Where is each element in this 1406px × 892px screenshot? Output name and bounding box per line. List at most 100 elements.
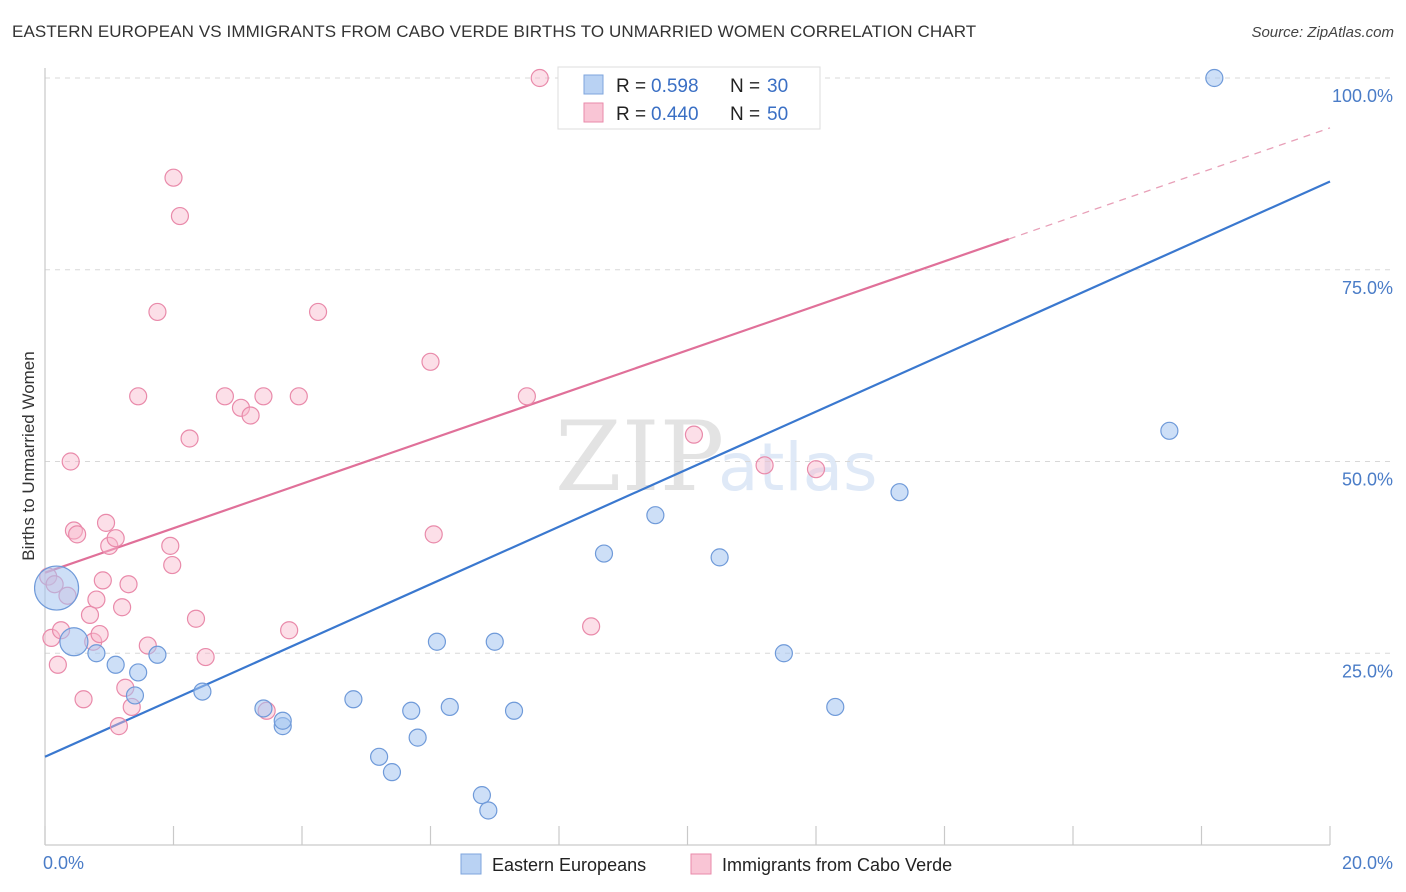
point-pink-30 xyxy=(180,429,199,448)
point-blue-1 xyxy=(59,627,89,657)
point-blue-4 xyxy=(129,663,148,682)
stats-legend: R = 0.598 N = 30 R = 0.440 N = 50 xyxy=(557,66,821,130)
legend-n-value-blue: 30 xyxy=(767,76,788,97)
point-pink-17 xyxy=(106,529,125,548)
watermark-zip: ZIP xyxy=(555,401,724,513)
point-pink-27 xyxy=(163,555,182,575)
point-pink-33 xyxy=(215,387,234,406)
trend-line-pink-extension xyxy=(1008,127,1331,240)
point-pink-34 xyxy=(231,398,251,417)
point-blue-20 xyxy=(472,786,491,805)
point-blue-23 xyxy=(646,506,665,525)
point-blue-28 xyxy=(1160,421,1179,440)
point-pink-15 xyxy=(96,513,116,532)
point-pink-18 xyxy=(109,717,128,736)
point-blue-26 xyxy=(826,697,845,717)
point-blue-27 xyxy=(890,483,909,502)
legend-n-label-blue: N = xyxy=(730,76,760,97)
legend-n-label-pink: N = xyxy=(730,104,760,125)
y-tick-label-75: 75.0% xyxy=(1342,278,1393,298)
legend-swatch-pink xyxy=(583,102,604,123)
point-pink-39 xyxy=(289,387,308,406)
point-pink-43 xyxy=(517,387,536,406)
point-pink-40 xyxy=(308,302,328,322)
point-blue-8 xyxy=(254,699,273,718)
point-pink-31 xyxy=(186,609,206,628)
series-legend-swatch-blue xyxy=(460,853,482,875)
trend-lines xyxy=(44,127,1331,758)
point-blue-16 xyxy=(504,701,524,720)
point-pink-3 xyxy=(48,655,67,674)
point-blue-2 xyxy=(87,644,106,663)
point-blue-29 xyxy=(1205,68,1224,88)
point-blue-3 xyxy=(106,655,125,674)
point-pink-23 xyxy=(129,387,148,406)
point-pink-42 xyxy=(424,525,443,544)
point-pink-6 xyxy=(61,452,80,471)
point-blue-10 xyxy=(273,711,292,730)
point-pink-41 xyxy=(421,352,440,371)
point-pink-21 xyxy=(119,575,138,594)
point-pink-12 xyxy=(87,590,106,609)
watermark-atlas: atlas xyxy=(718,429,878,506)
point-blue-18 xyxy=(382,763,402,782)
point-pink-19 xyxy=(112,598,132,617)
point-pink-38 xyxy=(280,621,299,640)
x-tick-label-max: 20.0% xyxy=(1342,853,1393,873)
point-pink-29 xyxy=(170,206,190,226)
watermark: ZIP atlas xyxy=(555,401,878,513)
legend-n-value-pink: 50 xyxy=(767,104,788,125)
trend-line-blue xyxy=(44,180,1331,758)
y-tick-label-25: 25.0% xyxy=(1342,661,1393,681)
point-blue-25 xyxy=(774,644,793,663)
series-legend-label-pink: Immigrants from Cabo Verde xyxy=(722,855,952,875)
axes xyxy=(44,68,1331,846)
point-pink-36 xyxy=(254,387,273,406)
point-blue-19 xyxy=(427,632,447,651)
point-pink-13 xyxy=(90,624,109,644)
point-blue-14 xyxy=(440,697,459,717)
x-tick-label-min: 0.0% xyxy=(43,853,84,873)
legend-r-value-pink: 0.440 xyxy=(651,104,699,125)
point-pink-8 xyxy=(68,525,87,544)
point-pink-47 xyxy=(755,456,774,475)
point-pink-9 xyxy=(74,690,93,709)
point-blue-13 xyxy=(408,728,427,747)
point-blue-0 xyxy=(33,565,80,611)
point-pink-32 xyxy=(196,647,215,667)
point-blue-5 xyxy=(148,645,167,664)
trend-line-pink xyxy=(44,238,1010,574)
gridlines: 25.0% 50.0% 75.0% 100.0% xyxy=(45,77,1393,681)
point-blue-24 xyxy=(710,548,729,567)
source-label: Source: ZipAtlas.com xyxy=(1251,24,1394,41)
point-blue-17 xyxy=(370,747,389,766)
legend-r-label-blue: R = xyxy=(616,76,646,97)
point-pink-44 xyxy=(530,68,549,88)
point-blue-22 xyxy=(594,544,614,563)
point-blue-12 xyxy=(402,701,421,720)
legend-r-label-pink: R = xyxy=(616,104,646,125)
point-blue-6 xyxy=(125,686,145,705)
point-pink-26 xyxy=(161,536,180,555)
y-axis-label: Births to Unmarried Women xyxy=(19,351,38,560)
point-blue-7 xyxy=(193,682,212,701)
series-legend-swatch-pink xyxy=(690,853,712,875)
legend-r-value-blue: 0.598 xyxy=(651,76,699,97)
series-legend-label-blue: Eastern Europeans xyxy=(492,855,646,875)
chart-title: EASTERN EUROPEAN VS IMMIGRANTS FROM CABO… xyxy=(12,22,977,41)
point-blue-21 xyxy=(479,801,498,820)
point-pink-48 xyxy=(806,460,826,479)
point-pink-35 xyxy=(241,406,260,425)
point-pink-25 xyxy=(148,302,167,322)
legend-swatch-blue xyxy=(583,74,604,95)
point-pink-14 xyxy=(93,571,112,590)
point-pink-46 xyxy=(684,425,704,444)
point-blue-15 xyxy=(485,632,504,651)
point-pink-45 xyxy=(582,617,601,636)
series-legend: Eastern Europeans Immigrants from Cabo V… xyxy=(460,853,952,875)
point-blue-11 xyxy=(344,690,363,709)
point-pink-28 xyxy=(164,168,183,187)
y-tick-label-100: 100.0% xyxy=(1332,86,1393,106)
point-pink-10 xyxy=(80,605,100,625)
